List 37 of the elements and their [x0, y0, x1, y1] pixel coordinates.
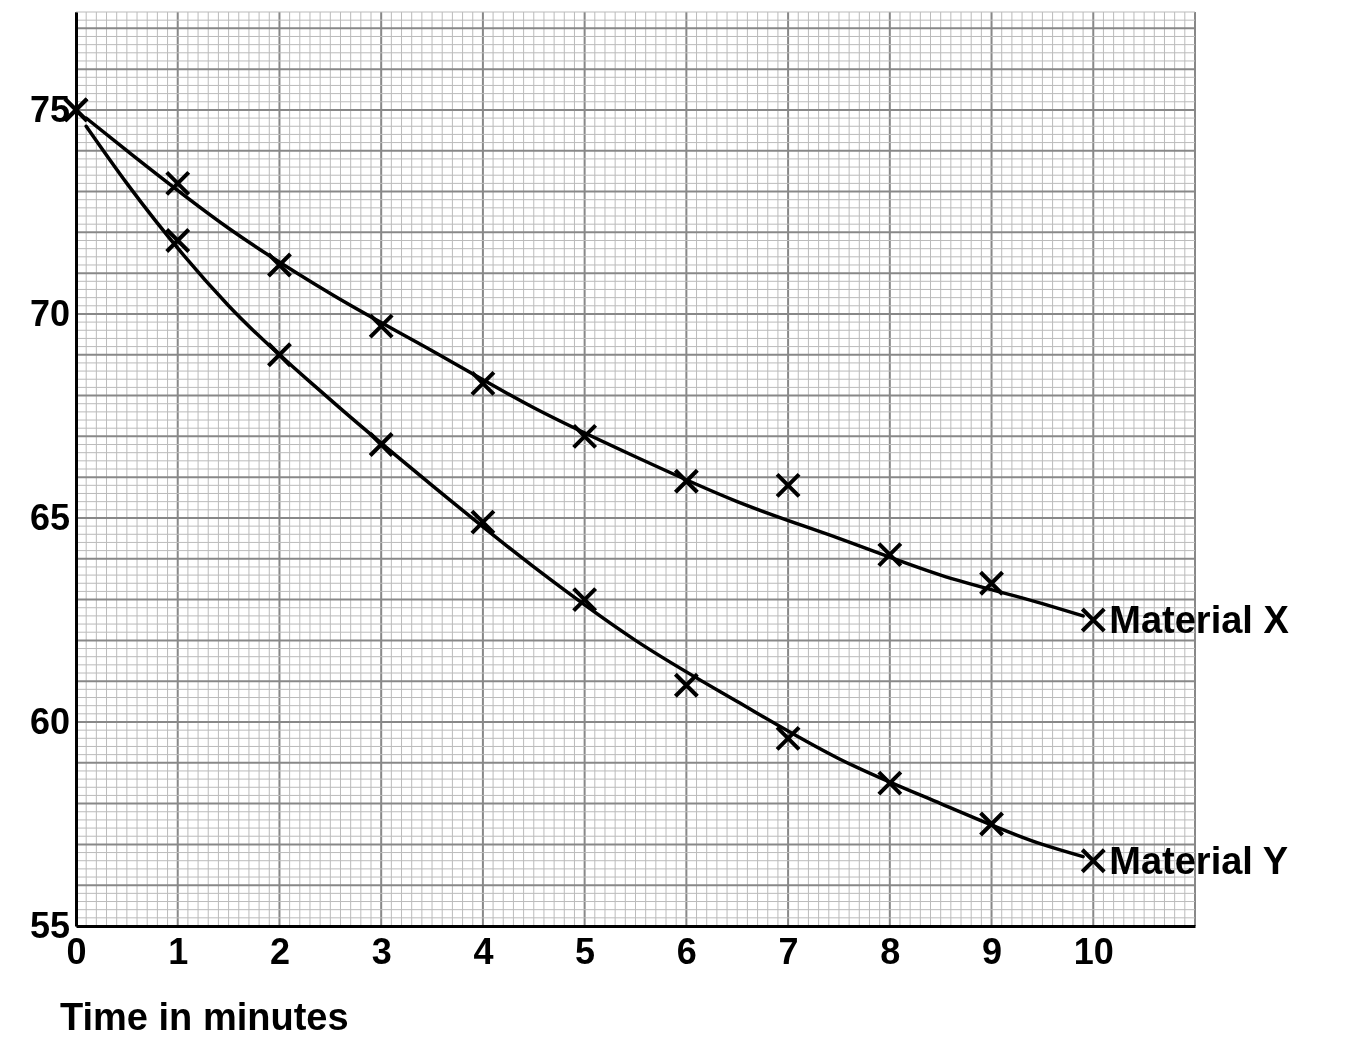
x-tick-label: 4: [473, 930, 494, 972]
series-label: Material Y: [1109, 839, 1289, 882]
point: [164, 170, 191, 197]
point: [775, 725, 802, 752]
x-tick-label: 2: [269, 930, 290, 972]
point: [673, 672, 700, 699]
point: [164, 227, 191, 254]
point: [876, 541, 903, 568]
x-axis-title: Time in minutes: [60, 996, 349, 1037]
y-tick-label: 70: [29, 292, 70, 334]
point: [469, 370, 496, 397]
point: [978, 810, 1005, 837]
x-tick-label: 10: [1073, 930, 1114, 972]
x-tick-label: 8: [880, 930, 901, 972]
y-tick-label: 75: [29, 88, 70, 130]
point: [978, 570, 1005, 597]
x-tick-label: 6: [676, 930, 697, 972]
point: [1080, 847, 1107, 874]
point: [876, 770, 903, 797]
point: [571, 586, 598, 613]
point: [368, 313, 395, 340]
point: [1080, 606, 1107, 633]
series-label: Material X: [1109, 598, 1290, 641]
point: [368, 431, 395, 458]
x-tick-label: 9: [982, 930, 1003, 972]
point: [469, 509, 496, 536]
y-tick-label: 60: [29, 701, 70, 742]
x-tick-label: 7: [778, 930, 799, 972]
y-tick-label: 65: [29, 496, 70, 538]
x-tick-label: 1: [168, 930, 189, 972]
x-tick-label: 3: [371, 930, 392, 972]
x-tick-label: 5: [575, 930, 596, 972]
point: [775, 472, 802, 499]
point: [266, 341, 293, 368]
point: [266, 251, 293, 278]
point: [673, 468, 700, 495]
point: [571, 423, 598, 450]
